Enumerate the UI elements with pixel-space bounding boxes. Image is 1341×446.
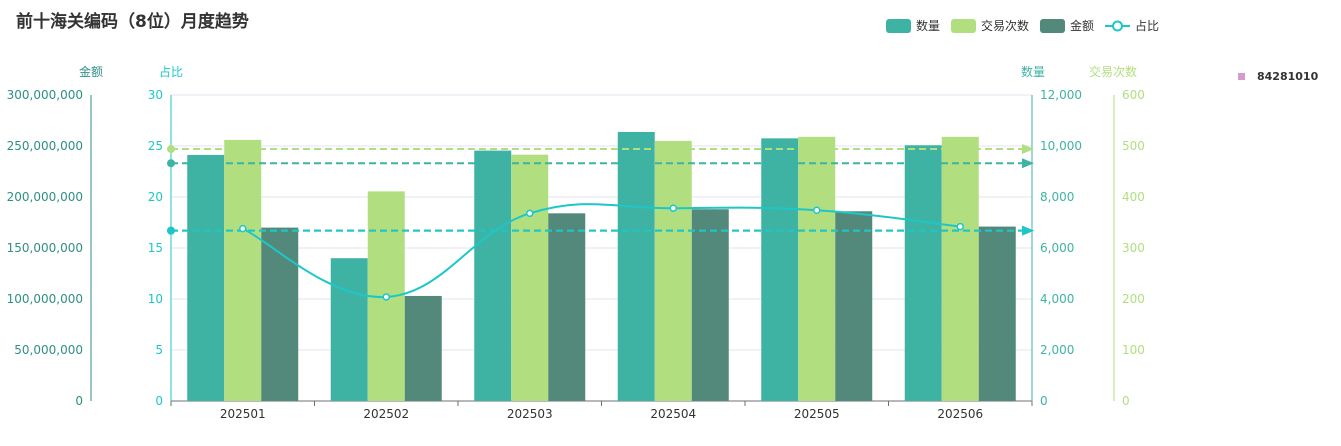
bar-trades bbox=[941, 136, 979, 401]
tick-label-qty: 12,000 bbox=[1040, 88, 1082, 102]
legend-item-ratio[interactable]: 占比 bbox=[1105, 17, 1159, 34]
bar-qty bbox=[187, 154, 225, 401]
tick-label-trades: 400 bbox=[1122, 190, 1145, 204]
legend-label-ratio: 占比 bbox=[1135, 19, 1160, 33]
legend-label-qty: 数量 bbox=[916, 19, 941, 33]
tick-label-ratio: 5 bbox=[155, 343, 163, 357]
bar-trades bbox=[224, 139, 262, 401]
x-tick-label: 202501 bbox=[220, 407, 266, 421]
x-tick-label: 202504 bbox=[650, 407, 696, 421]
ratio-point bbox=[813, 206, 821, 215]
tick-label-amount: 150,000,000 bbox=[7, 241, 83, 255]
ratio-point bbox=[382, 293, 390, 301]
average-line-start-qty bbox=[167, 159, 175, 168]
tick-label-qty: 2,000 bbox=[1040, 343, 1074, 357]
tick-label-trades: 500 bbox=[1122, 139, 1145, 153]
tick-label-qty: 6,000 bbox=[1040, 241, 1074, 255]
bar-amount bbox=[835, 211, 873, 401]
chart-legend: 数量 交易次数 金额 占比 bbox=[886, 17, 1170, 34]
tick-label-qty: 0 bbox=[1040, 394, 1048, 408]
average-line-arrow-trades bbox=[1022, 144, 1034, 155]
tick-label-ratio: 25 bbox=[148, 139, 163, 153]
bar-amount bbox=[261, 227, 299, 401]
tick-label-amount: 300,000,000 bbox=[7, 88, 83, 102]
axis-label-ratio: 占比 bbox=[159, 64, 183, 79]
legend-item-amount[interactable]: 金额 bbox=[1040, 17, 1094, 34]
legend-label-amount: 金额 bbox=[1070, 19, 1095, 33]
legend-line-ratio-icon bbox=[1105, 20, 1131, 31]
tick-label-trades: 200 bbox=[1122, 292, 1145, 306]
bar-qty bbox=[904, 145, 942, 401]
tick-label-amount: 100,000,000 bbox=[7, 292, 83, 306]
x-tick-label: 202503 bbox=[507, 407, 553, 421]
bar-qty bbox=[761, 138, 799, 401]
tick-label-ratio: 20 bbox=[148, 190, 163, 204]
legend-swatch-trades bbox=[951, 18, 977, 33]
average-line-start-trades bbox=[167, 145, 175, 154]
tick-label-ratio: 15 bbox=[148, 241, 163, 255]
tick-label-amount: 250,000,000 bbox=[7, 139, 83, 153]
legend-label-trades: 交易次数 bbox=[981, 19, 1030, 33]
average-line-start-ratio bbox=[167, 226, 175, 235]
bar-amount bbox=[404, 295, 442, 401]
bar-amount bbox=[548, 213, 586, 401]
tick-label-ratio: 10 bbox=[148, 292, 163, 306]
tick-label-amount: 50,000,000 bbox=[14, 343, 83, 357]
bar-qty bbox=[617, 131, 655, 401]
bar-qty bbox=[330, 258, 368, 401]
ratio-point bbox=[956, 222, 964, 231]
tick-label-qty: 10,000 bbox=[1040, 139, 1082, 153]
axis-label-trades: 交易次数 bbox=[1089, 64, 1137, 79]
tick-label-trades: 600 bbox=[1122, 88, 1145, 102]
chart-title: 前十海关编码（8位）月度趋势 bbox=[16, 12, 249, 32]
side-legend-item[interactable]: 84281010 bbox=[1238, 70, 1318, 83]
tick-label-amount: 200,000,000 bbox=[7, 190, 83, 204]
legend-swatch-amount bbox=[1040, 18, 1066, 33]
bar-trades bbox=[798, 136, 836, 401]
tick-label-qty: 4,000 bbox=[1040, 292, 1074, 306]
x-tick-label: 202505 bbox=[794, 407, 840, 421]
tick-label-ratio: 30 bbox=[148, 88, 163, 102]
x-tick-label: 202506 bbox=[937, 407, 983, 421]
ratio-point bbox=[669, 204, 677, 212]
legend-item-trades[interactable]: 交易次数 bbox=[951, 17, 1029, 34]
legend-item-qty[interactable]: 数量 bbox=[886, 17, 940, 34]
axis-label-amount: 金额 bbox=[79, 64, 103, 79]
tick-label-trades: 0 bbox=[1122, 394, 1130, 408]
legend-swatch-qty bbox=[886, 18, 911, 33]
side-legend-label: 84281010 bbox=[1257, 70, 1319, 83]
side-legend-swatch bbox=[1238, 73, 1245, 80]
ratio-point bbox=[239, 224, 247, 233]
bar-amount bbox=[978, 226, 1016, 401]
ratio-line bbox=[242, 203, 961, 298]
ratio-point bbox=[526, 209, 534, 218]
bar-amount bbox=[691, 209, 729, 401]
axis-label-qty: 数量 bbox=[1021, 64, 1045, 79]
tick-label-amount: 0 bbox=[75, 394, 83, 408]
tick-label-qty: 8,000 bbox=[1040, 190, 1074, 204]
bar-trades bbox=[511, 154, 549, 401]
tick-label-trades: 300 bbox=[1122, 241, 1145, 255]
bar-qty bbox=[474, 150, 512, 401]
average-line-arrow-ratio bbox=[1022, 225, 1034, 236]
average-line-arrow-qty bbox=[1022, 158, 1034, 169]
tick-label-trades: 100 bbox=[1122, 343, 1145, 357]
tick-label-ratio: 0 bbox=[155, 394, 163, 408]
bar-trades bbox=[654, 140, 692, 401]
x-tick-label: 202502 bbox=[363, 407, 409, 421]
